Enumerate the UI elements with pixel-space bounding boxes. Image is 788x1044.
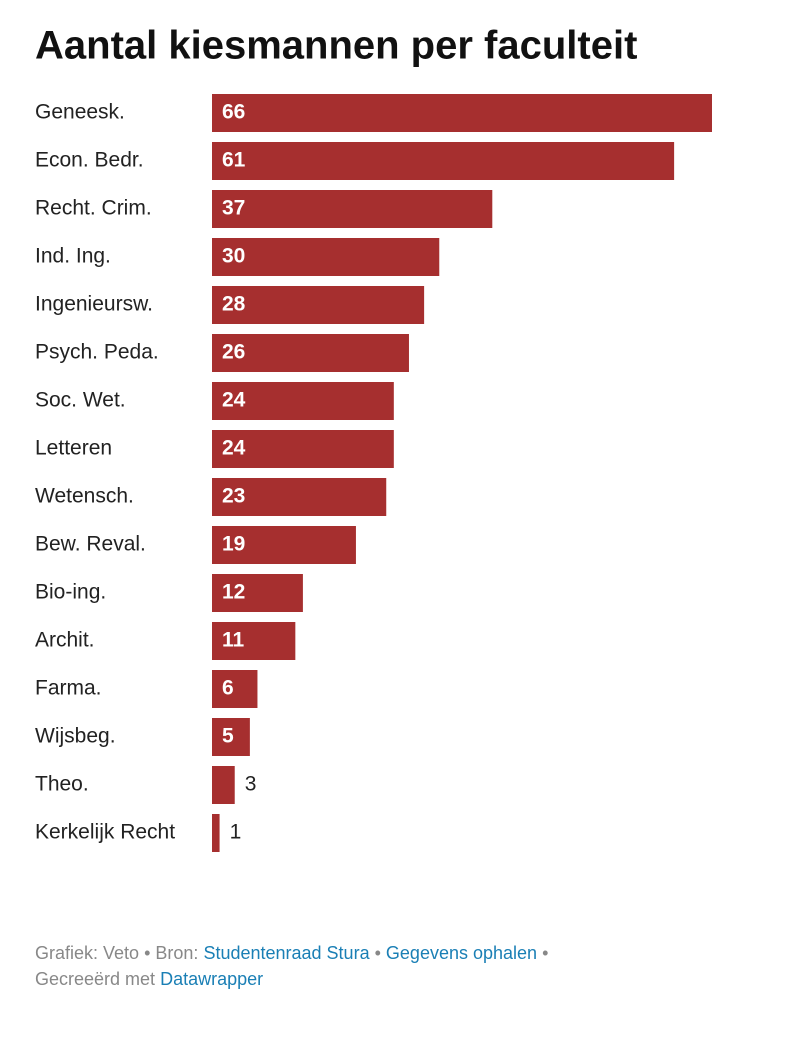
value-label: 66 — [222, 101, 245, 124]
bar — [212, 574, 303, 612]
source-label: Bron: — [155, 943, 199, 963]
category-label: Soc. Wet. — [35, 389, 126, 412]
bar — [212, 766, 235, 804]
value-label: 12 — [222, 581, 245, 604]
get-data-link[interactable]: Gegevens ophalen — [385, 943, 538, 963]
datawrapper-link[interactable]: Datawrapper — [160, 969, 264, 989]
value-label: 5 — [222, 725, 234, 748]
category-label: Bio-ing. — [35, 581, 106, 604]
value-label: 28 — [222, 293, 246, 316]
bar — [212, 142, 675, 180]
category-label: Farma. — [35, 677, 102, 700]
value-label: 26 — [222, 341, 245, 364]
value-label: 37 — [222, 197, 245, 220]
value-label: 23 — [222, 485, 245, 508]
category-label: Archit. — [35, 629, 95, 652]
value-label: 24 — [222, 437, 246, 460]
bar — [212, 622, 296, 660]
bar — [212, 94, 712, 132]
value-label: 61 — [222, 149, 246, 172]
bar — [212, 478, 387, 516]
bar — [212, 670, 258, 708]
category-label: Wijsbeg. — [35, 725, 116, 748]
category-label: Kerkelijk Recht — [35, 821, 175, 844]
byline: Grafiek: Veto — [35, 943, 140, 963]
value-label: 24 — [222, 389, 246, 412]
value-label: 3 — [245, 773, 257, 796]
source-link[interactable]: Studentenraad Stura — [203, 943, 370, 963]
bar — [212, 190, 493, 228]
category-label: Theo. — [35, 773, 89, 796]
category-label: Wetensch. — [35, 485, 134, 508]
bar — [212, 814, 220, 852]
bar — [212, 286, 425, 324]
value-label: 1 — [230, 821, 242, 844]
separator: • — [144, 943, 151, 963]
value-label: 30 — [222, 245, 245, 268]
footer: Grafiek: Veto • Bron: Studentenraad Stur… — [35, 940, 755, 992]
bar — [212, 718, 250, 756]
created-label: Gecreeërd met — [35, 969, 156, 989]
category-label: Letteren — [35, 437, 112, 460]
chart: Aantal kiesmannen per faculteit Geneesk.… — [35, 24, 712, 852]
category-label: Ind. Ing. — [35, 245, 111, 268]
category-label: Geneesk. — [35, 101, 125, 124]
bar — [212, 430, 394, 468]
separator: • — [542, 943, 549, 963]
separator: • — [374, 943, 381, 963]
bar — [212, 334, 409, 372]
value-label: 19 — [222, 533, 245, 556]
value-label: 6 — [222, 677, 234, 700]
value-label: 11 — [222, 629, 245, 652]
bar — [212, 382, 394, 420]
category-label: Recht. Crim. — [35, 197, 152, 220]
chart-title: Aantal kiesmannen per faculteit — [35, 24, 637, 68]
category-label: Ingenieursw. — [35, 293, 153, 316]
category-label: Psych. Peda. — [35, 341, 159, 364]
category-label: Econ. Bedr. — [35, 149, 144, 172]
bar — [212, 238, 440, 276]
bar — [212, 526, 356, 564]
category-label: Bew. Reval. — [35, 533, 146, 556]
